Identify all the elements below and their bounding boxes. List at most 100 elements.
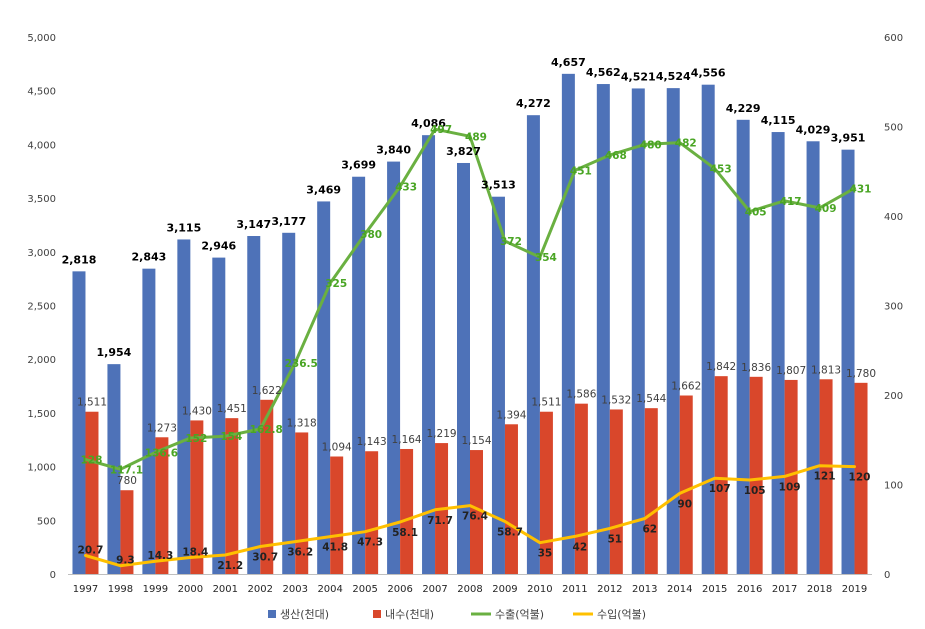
domestic-bar (470, 450, 483, 574)
export-line (84, 127, 856, 471)
import-value-label: 58.7 (497, 526, 523, 538)
x-axis-tick-label: 1998 (108, 584, 133, 595)
export-value-label: 431 (850, 183, 872, 195)
x-axis-tick-label: 1997 (73, 584, 98, 595)
legend-swatch-bar (268, 610, 276, 618)
legend-label: 수출(억불) (495, 608, 544, 621)
domestic-bar (190, 420, 204, 574)
import-value-label: 121 (814, 471, 836, 483)
import-value-label: 14.3 (147, 550, 173, 562)
export-value-label: 468 (605, 150, 627, 162)
x-axis-tick-label: 2002 (248, 584, 273, 595)
production-bar (107, 364, 121, 574)
left-axis-tick-label: 2,500 (27, 302, 56, 313)
x-axis-tick-label: 2007 (422, 584, 447, 595)
x-axis-tick-label: 2011 (562, 584, 587, 595)
export-value-label: 372 (500, 236, 522, 248)
production-value-label: 2,946 (201, 240, 236, 253)
domestic-value-label: 1,318 (287, 417, 317, 429)
domestic-value-label: 1,164 (392, 434, 422, 446)
import-value-label: 120 (849, 472, 871, 484)
domestic-value-label: 1,273 (147, 422, 177, 434)
import-value-label: 35 (538, 548, 553, 560)
production-bar (561, 73, 575, 575)
x-axis-tick-label: 2004 (317, 584, 342, 595)
axes: 0 500 1,000 1,500 2,000 2,500 3,000 3,500 4,000 4… (27, 33, 903, 595)
x-axis-tick-label: 2008 (457, 584, 482, 595)
export-value-label: 417 (780, 196, 802, 208)
x-axis-tick-label: 1999 (143, 584, 168, 595)
x-axis-tick-label: 2010 (527, 584, 552, 595)
production-bar (666, 88, 680, 574)
domestic-value-label: 1,219 (427, 428, 457, 440)
domestic-bar (400, 448, 414, 574)
import-value-label: 30.7 (252, 552, 278, 564)
production-value-label: 3,115 (166, 221, 201, 234)
domestic-value-label: 1,842 (706, 361, 736, 373)
production-value-label: 3,177 (271, 215, 306, 228)
import-value-label: 47.3 (357, 537, 383, 549)
import-value-label: 71.7 (427, 515, 453, 527)
right-axis-tick-label: 300 (884, 302, 903, 313)
production-bar (631, 88, 645, 574)
domestic-value-label: 1,511 (531, 397, 561, 409)
production-value-label: 3,951 (831, 132, 866, 145)
domestic-bar (539, 411, 553, 574)
x-axis-tick-label: 2005 (352, 584, 377, 595)
import-value-label: 62 (642, 524, 657, 536)
domestic-value-label: 1,532 (601, 394, 631, 406)
export-value-label: 136.6 (145, 447, 178, 459)
domestic-bar (225, 418, 239, 574)
export-value-label: 117.1 (110, 464, 143, 476)
left-axis-tick-label: 4,000 (27, 140, 56, 151)
domestic-value-label: 1,511 (77, 397, 107, 409)
domestic-value-label: 1,143 (357, 436, 387, 448)
production-value-label: 4,657 (551, 56, 586, 69)
legend-label: 생산(천대) (280, 607, 329, 621)
production-value-label: 4,115 (761, 114, 796, 127)
import-value-label: 41.8 (322, 542, 348, 554)
production-bar (142, 268, 156, 574)
domestic-bar (330, 456, 344, 574)
production-bar (352, 176, 366, 574)
import-value-label: 107 (709, 483, 731, 495)
domestic-bar (679, 395, 693, 574)
production-bar (596, 84, 610, 574)
domestic-bar (295, 432, 309, 574)
production-bar (247, 236, 261, 574)
right-axis-tick-label: 400 (884, 212, 903, 223)
domestic-bar (749, 376, 763, 574)
import-value-label: 9.3 (116, 555, 135, 567)
x-axis-tick-label: 2014 (667, 584, 692, 595)
production-bar (457, 162, 470, 574)
domestic-value-label: 1,451 (217, 403, 247, 415)
production-value-label: 4,521 (621, 70, 656, 83)
domestic-bar (574, 403, 588, 574)
import-value-label: 18.4 (182, 547, 208, 559)
domestic-bar (365, 451, 379, 574)
left-axis-tick-label: 1,500 (27, 409, 56, 420)
production-bar (317, 201, 331, 575)
left-axis-tick-label: 500 (37, 516, 56, 527)
domestic-value-label: 1,154 (461, 435, 491, 447)
legend-label: 내수(천대) (385, 607, 434, 621)
export-value-label: 497 (430, 124, 452, 136)
right-axis-tick-label: 600 (884, 33, 903, 44)
domestic-value-label: 780 (117, 475, 137, 487)
x-axis-tick-label: 2003 (282, 584, 307, 595)
export-value-label: 409 (815, 203, 837, 215)
left-axis-tick-label: 2,000 (27, 355, 56, 366)
production-value-label: 3,513 (481, 179, 516, 192)
export-value-label: 236.5 (285, 358, 318, 370)
export-value-label: 354 (535, 252, 557, 264)
import-value-label: 58.1 (392, 527, 418, 539)
production-bar (526, 115, 540, 575)
production-bar (212, 257, 226, 574)
export-value-label: 380 (360, 229, 382, 241)
domestic-bar (260, 399, 274, 574)
production-value-label: 4,086 (411, 117, 446, 130)
production-value-label: 2,843 (131, 251, 166, 264)
domestic-value-label: 1,807 (776, 365, 806, 377)
import-value-label: 76.4 (462, 511, 488, 523)
